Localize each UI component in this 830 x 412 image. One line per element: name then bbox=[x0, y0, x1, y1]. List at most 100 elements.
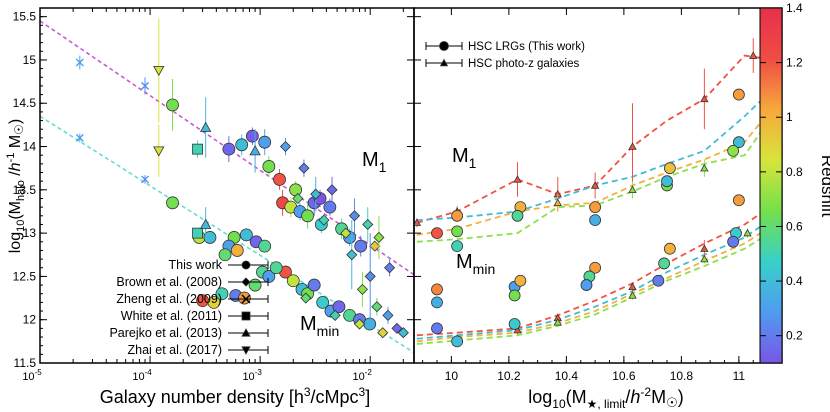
legend-marker bbox=[241, 346, 251, 355]
photoz-point bbox=[749, 51, 758, 59]
data-point bbox=[249, 145, 261, 156]
data-point bbox=[75, 58, 84, 67]
legend-marker bbox=[241, 260, 251, 270]
x-axis-label-right: log10(M★, limit/h-2M☉) bbox=[528, 385, 684, 411]
data-point bbox=[239, 228, 253, 242]
data-point bbox=[348, 210, 361, 222]
data-point bbox=[258, 239, 272, 253]
data-point bbox=[75, 133, 84, 142]
lrg-point bbox=[661, 175, 673, 188]
data-point bbox=[373, 231, 385, 244]
legend-label: This work bbox=[169, 258, 223, 272]
y-tick-label: 15.5 bbox=[13, 10, 37, 24]
data-point bbox=[340, 227, 352, 239]
data-point bbox=[332, 300, 346, 314]
data-point bbox=[353, 318, 366, 330]
data-point bbox=[248, 278, 262, 292]
y-tick-label: 14.5 bbox=[13, 96, 37, 110]
data-point bbox=[318, 214, 330, 226]
data-point bbox=[300, 292, 312, 304]
data-point bbox=[329, 309, 341, 321]
data-point bbox=[203, 231, 217, 244]
colorbar-tick-label: 1.2 bbox=[786, 56, 803, 70]
lrg-point bbox=[511, 209, 524, 222]
data-point bbox=[166, 98, 179, 112]
annotation-m1-right: M1 bbox=[452, 145, 477, 171]
legend-label: Parejko et al. (2013) bbox=[109, 326, 222, 340]
x-tick-label: 10.4 bbox=[555, 369, 579, 383]
legend-marker bbox=[439, 41, 449, 51]
data-point bbox=[363, 317, 377, 331]
left-plot-frame bbox=[39, 7, 415, 364]
data-point bbox=[273, 173, 286, 186]
y-tick-label: 12 bbox=[23, 313, 37, 327]
data-point bbox=[207, 295, 221, 309]
data-point bbox=[356, 283, 368, 295]
data-point bbox=[192, 227, 203, 239]
photoz-point bbox=[414, 218, 422, 226]
colorbar-tick-label: 0.6 bbox=[786, 219, 803, 233]
trend-line bbox=[416, 228, 777, 345]
data-point bbox=[245, 129, 259, 143]
lrg-point bbox=[727, 144, 740, 157]
legend-marker bbox=[241, 277, 251, 287]
data-point bbox=[153, 65, 165, 77]
data-point bbox=[316, 295, 330, 309]
data-point bbox=[371, 301, 383, 313]
x-tick-label: 10-3 bbox=[242, 368, 262, 383]
colorbar-gradient bbox=[759, 7, 783, 364]
x-tick-label: 10-5 bbox=[22, 368, 42, 383]
lrg-point bbox=[431, 227, 443, 240]
legend-label: Zhai et al. (2017) bbox=[128, 343, 223, 357]
data-point bbox=[326, 184, 338, 196]
lrg-point bbox=[589, 214, 602, 227]
data-point bbox=[346, 249, 358, 261]
lrg-point bbox=[589, 201, 602, 214]
data-point bbox=[218, 248, 232, 262]
data-point bbox=[384, 262, 396, 274]
trend-line bbox=[416, 221, 777, 343]
photoz-point bbox=[513, 175, 522, 183]
lrg-point bbox=[431, 296, 443, 309]
lrg-point bbox=[727, 235, 740, 248]
x-tick-label: 10 bbox=[445, 369, 459, 383]
data-point bbox=[262, 270, 276, 283]
y-tick-label: 14 bbox=[23, 140, 37, 154]
data-point bbox=[307, 278, 321, 292]
data-point bbox=[362, 218, 374, 231]
data-point bbox=[292, 192, 304, 205]
lrg-point bbox=[732, 88, 745, 101]
lrg-point bbox=[732, 194, 745, 207]
data-point bbox=[199, 218, 212, 229]
x-tick-label: 10.6 bbox=[612, 369, 636, 383]
photoz-point bbox=[700, 244, 709, 252]
trend-line bbox=[416, 102, 777, 236]
data-point bbox=[141, 81, 150, 90]
data-point bbox=[369, 240, 381, 252]
legend-marker bbox=[439, 58, 449, 67]
photoz-point bbox=[700, 254, 709, 263]
y-tick-label: 11.5 bbox=[14, 356, 37, 370]
photoz-point bbox=[700, 163, 709, 172]
lrg-point bbox=[431, 322, 443, 335]
data-point bbox=[391, 322, 403, 334]
data-point bbox=[364, 270, 376, 282]
lrg-point bbox=[451, 209, 464, 222]
lrg-point bbox=[508, 318, 521, 330]
lrg-point bbox=[451, 240, 464, 253]
data-point bbox=[258, 135, 272, 149]
lrg-point bbox=[589, 261, 602, 274]
photoz-point bbox=[590, 181, 600, 189]
photoz-point bbox=[628, 185, 637, 194]
lrg-point bbox=[663, 242, 676, 255]
lrg-point bbox=[451, 335, 464, 348]
annotation-mmin-left: Mmin bbox=[300, 313, 339, 339]
x-tick-label: 10-2 bbox=[353, 368, 373, 383]
trend-line bbox=[416, 109, 777, 243]
photoz-point bbox=[628, 291, 637, 299]
data-point bbox=[397, 327, 409, 339]
data-point bbox=[298, 162, 310, 174]
trend-line bbox=[416, 202, 777, 337]
y-axis-label: log10(Mhalo /h-1 M☉) bbox=[5, 119, 27, 254]
